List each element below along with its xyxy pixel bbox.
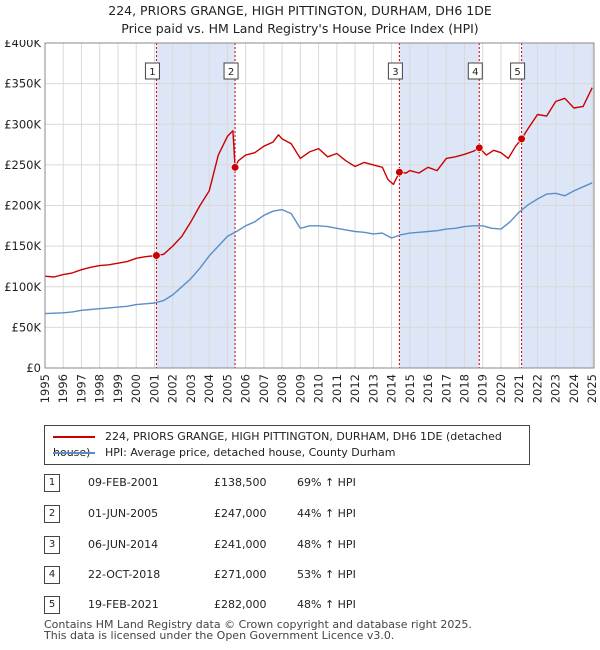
sale-price: £247,000 <box>214 507 267 520</box>
x-tick-label: 1996 <box>56 374 70 403</box>
x-tick-label: 2005 <box>220 374 234 403</box>
sale-label-number: 1 <box>149 67 155 78</box>
sale-date: 22-OCT-2018 <box>88 568 161 581</box>
sale-point <box>475 143 484 152</box>
sale-price: £282,000 <box>214 598 267 611</box>
x-tick-label: 2022 <box>530 374 544 403</box>
sale-label-box <box>387 62 403 80</box>
sale-label-number: 4 <box>472 67 478 78</box>
x-tick-label: 2025 <box>585 374 599 403</box>
legend-swatch-hpi <box>53 452 95 454</box>
y-tick-label: £150K <box>4 239 41 253</box>
x-tick-label: 2004 <box>202 374 216 403</box>
chart-title: 224, PRIORS GRANGE, HIGH PITTINGTON, DUR… <box>108 3 492 18</box>
sale-label-box <box>467 62 483 80</box>
sale-number: 1 <box>44 474 60 492</box>
x-tick-label: 2023 <box>549 374 563 403</box>
sale-label-number: 3 <box>392 67 398 78</box>
x-tick-label: 1997 <box>74 374 88 403</box>
y-tick-label: £300K <box>4 117 41 131</box>
x-tick-label: 2021 <box>512 374 526 403</box>
sale-hpi-diff: 69% ↑ HPI <box>297 476 356 489</box>
chart-subtitle: Price paid vs. HM Land Registry's House … <box>121 21 479 36</box>
footer-attribution: Contains HM Land Registry data © Crown c… <box>44 619 472 641</box>
legend: 224, PRIORS GRANGE, HIGH PITTINGTON, DUR… <box>44 425 530 465</box>
x-tick-label: 2016 <box>421 374 435 403</box>
sale-label-number: 5 <box>514 67 520 78</box>
x-tick-label: 1999 <box>111 374 125 403</box>
x-tick-label: 2001 <box>147 374 161 403</box>
series-lines <box>44 87 593 315</box>
x-tick-label: 2003 <box>184 374 198 403</box>
sale-price: £138,500 <box>214 476 267 489</box>
sale-price: £241,000 <box>214 538 267 551</box>
y-tick-label: £350K <box>4 77 41 91</box>
x-tick-label: 2012 <box>348 374 362 403</box>
x-tick-label: 2014 <box>385 374 399 403</box>
sale-number: 4 <box>44 566 60 584</box>
x-tick-label: 2024 <box>567 374 581 403</box>
sale-hpi-diff: 44% ↑ HPI <box>297 507 356 520</box>
price-chart: £0 £50K £100K £150K £200K £250K £300K £350K £400… <box>4 40 599 403</box>
series-line-hpi <box>44 182 593 315</box>
sale-point <box>230 163 240 172</box>
y-tick-label: £0 <box>26 361 41 375</box>
y-tick-label: £250K <box>4 158 41 172</box>
legend-label-hpi: HPI: Average price, detached house, Coun… <box>105 446 396 459</box>
legend-item-hpi: HPI: Average price, detached house, Coun… <box>53 445 396 461</box>
y-tick-label: £400K <box>4 40 41 50</box>
x-tick-label: 2015 <box>403 374 417 403</box>
sale-label-number: 2 <box>228 67 234 78</box>
y-tick-label: £200K <box>4 199 41 213</box>
y-tick-label: £100K <box>4 280 41 294</box>
footer-line-1: Contains HM Land Registry data © Crown c… <box>44 618 472 631</box>
sale-label-box <box>223 62 239 80</box>
sale-point <box>395 168 404 177</box>
x-tick-label: 2020 <box>494 374 508 403</box>
x-tick-label: 2009 <box>293 374 307 403</box>
footer-line-2: This data is licensed under the Open Gov… <box>44 629 395 642</box>
grid-lines <box>44 42 594 369</box>
sale-hpi-diff: 48% ↑ HPI <box>297 538 356 551</box>
sale-labels: 1 2 3 4 5 <box>144 62 526 80</box>
sale-number: 2 <box>44 505 60 523</box>
sale-date: 01-JUN-2005 <box>88 507 159 520</box>
sale-point <box>517 134 526 143</box>
x-tick-label: 2019 <box>476 374 490 403</box>
sale-number: 5 <box>44 596 60 614</box>
x-tick-label: 2010 <box>312 374 326 403</box>
y-tick-label: £50K <box>12 320 42 334</box>
sale-date: 09-FEB-2001 <box>88 476 159 489</box>
sale-date: 19-FEB-2021 <box>88 598 159 611</box>
series-line-property <box>44 87 593 278</box>
sale-price: £271,000 <box>214 568 267 581</box>
axes: £0 £50K £100K £150K £200K £250K £300K £350K £400… <box>4 40 599 403</box>
sale-hpi-diff: 48% ↑ HPI <box>297 598 356 611</box>
x-tick-label: 2017 <box>439 374 453 403</box>
x-tick-label: 2011 <box>330 374 344 403</box>
chart-title-block: 224, PRIORS GRANGE, HIGH PITTINGTON, DUR… <box>0 2 600 38</box>
sale-label-box <box>510 62 526 80</box>
x-tick-label: 2000 <box>129 374 143 403</box>
x-tick-label: 1998 <box>93 374 107 403</box>
sale-label-box <box>144 62 160 80</box>
x-tick-label: 2013 <box>366 374 380 403</box>
sale-points <box>152 134 526 260</box>
x-tick-label: 2006 <box>239 374 253 403</box>
sale-hpi-diff: 53% ↑ HPI <box>297 568 356 581</box>
sale-point <box>152 251 161 260</box>
sale-date: 06-JUN-2014 <box>88 538 159 551</box>
legend-swatch-property <box>53 436 95 438</box>
x-tick-label: 1995 <box>38 374 52 403</box>
plot-frame <box>44 42 595 369</box>
x-tick-label: 2008 <box>275 374 289 403</box>
legend-item-property: 224, PRIORS GRANGE, HIGH PITTINGTON, DUR… <box>53 429 529 459</box>
x-tick-label: 2007 <box>257 374 271 403</box>
x-tick-label: 2018 <box>458 374 472 403</box>
x-tick-label: 2002 <box>166 374 180 403</box>
sale-number: 3 <box>44 536 60 554</box>
